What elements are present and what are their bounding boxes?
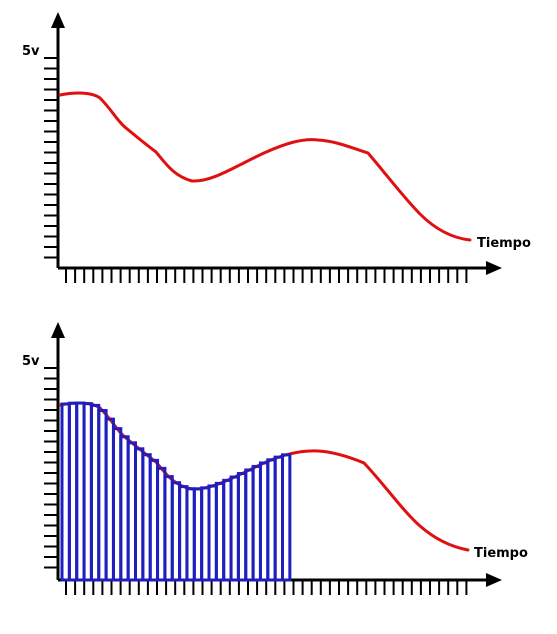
sampled-signal-panel: 5v Tiempo bbox=[22, 322, 528, 595]
continuous-signal-panel: 5v Tiempo bbox=[22, 12, 531, 283]
axis-ticks bbox=[44, 57, 468, 283]
x-axis-label: Tiempo bbox=[477, 236, 531, 251]
signal-curve bbox=[58, 91, 472, 242]
y-axis-arrow bbox=[51, 12, 65, 28]
sample-bars bbox=[60, 401, 292, 582]
y-axis-arrow bbox=[51, 322, 65, 338]
x-axis-arrow bbox=[486, 573, 502, 587]
x-axis-arrow bbox=[486, 261, 502, 275]
y-axis-label: 5v bbox=[22, 44, 40, 59]
y-axis-label: 5v bbox=[22, 354, 40, 369]
x-axis-label: Tiempo bbox=[474, 546, 528, 561]
sample-bar bbox=[281, 453, 292, 582]
axis-ticks bbox=[44, 367, 468, 595]
